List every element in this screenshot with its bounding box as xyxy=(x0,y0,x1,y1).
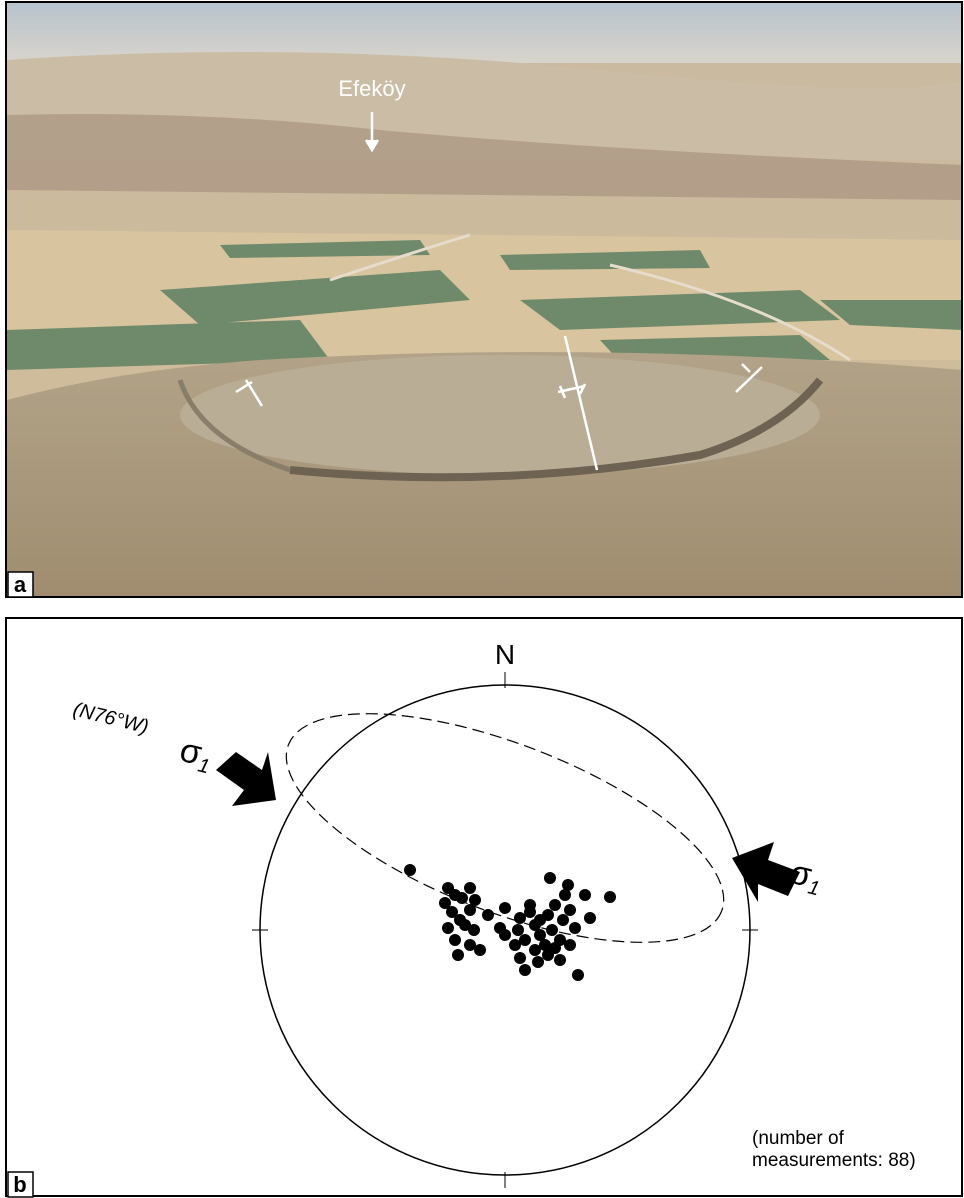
north-label: N xyxy=(495,639,515,670)
photo: Efeköy xyxy=(7,3,962,597)
place-label: Efeköy xyxy=(338,76,405,101)
sigma-label: σ1 xyxy=(785,853,826,901)
panel-b-border xyxy=(6,618,962,1196)
figure: Efeköy a b N (N76°W) σ1 σ1 (number of xyxy=(0,0,964,1198)
panel-label: a xyxy=(14,572,27,597)
poles xyxy=(404,864,616,981)
figure-svg: Efeköy a b N (N76°W) σ1 σ1 xyxy=(0,0,964,1198)
panel-label: b xyxy=(13,1172,26,1197)
sigma-label: σ1 xyxy=(175,731,216,779)
direction-label: (N76°W) xyxy=(71,699,151,739)
measurement-note: (number of measurements: 88) xyxy=(752,1128,962,1172)
arrows xyxy=(216,752,800,902)
